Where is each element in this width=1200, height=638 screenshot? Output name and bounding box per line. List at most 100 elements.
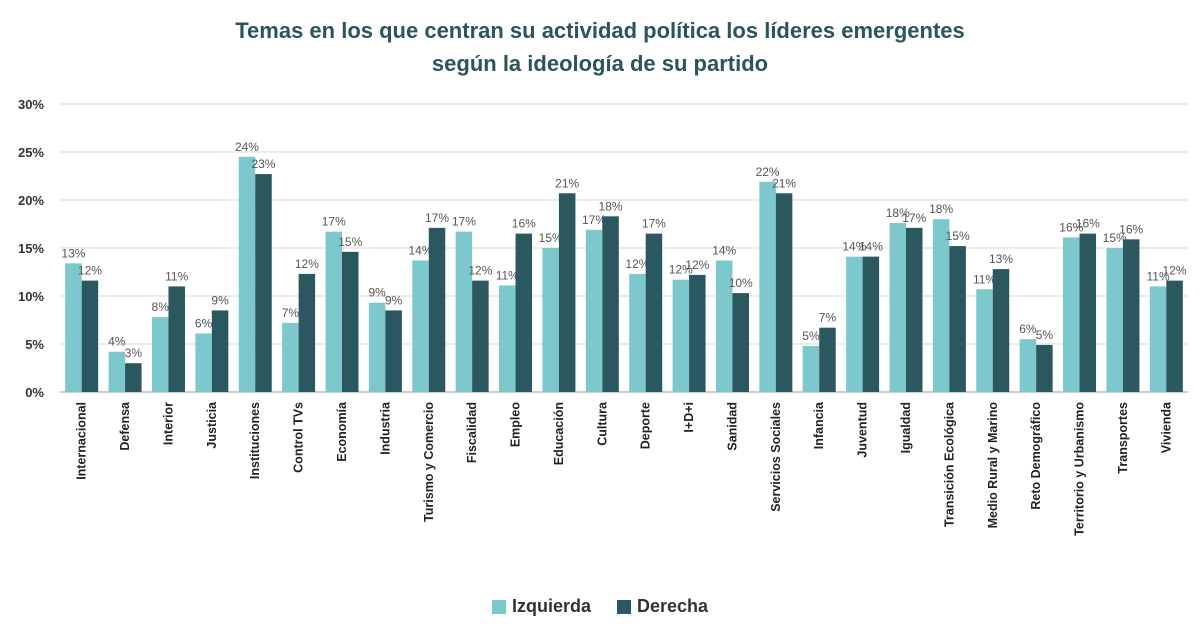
bar-derecha (81, 280, 99, 392)
x-tick-label: Medio Rural y Marino (986, 402, 1000, 529)
data-label-derecha: 11% (165, 269, 188, 283)
bar-izquierda (65, 263, 82, 392)
bar-izquierda (629, 273, 646, 392)
bar-derecha (1036, 344, 1053, 392)
x-tick-label: Transportes (1116, 402, 1130, 474)
bar-derecha (819, 327, 836, 392)
bar-izquierda (1106, 248, 1123, 392)
data-label-derecha: 9% (211, 293, 229, 307)
bar-derecha (125, 363, 142, 392)
bar-derecha (298, 273, 316, 392)
data-label-derecha: 7% (819, 311, 837, 325)
x-tick-label: Infancia (812, 401, 826, 449)
data-label-izquierda: 17% (452, 215, 476, 229)
data-label-izquierda: 22% (756, 165, 780, 179)
data-label-izquierda: 11% (1146, 269, 1169, 283)
bar-izquierda (325, 231, 342, 392)
bar-izquierda (585, 229, 603, 392)
bar-izquierda (889, 223, 906, 392)
bar-derecha (645, 233, 663, 392)
data-label-derecha: 16% (1119, 222, 1143, 236)
x-tick-label: Fiscalidad (465, 402, 479, 463)
x-tick-label: Reto Demográfico (1029, 402, 1043, 510)
y-tick-label: 10% (18, 289, 44, 304)
data-label-izquierda: 18% (929, 202, 953, 216)
x-tick-label: Transición Ecológica (942, 401, 956, 527)
data-label-izquierda: 17% (322, 215, 346, 229)
x-tick-label: Instituciones (248, 402, 262, 479)
data-label-derecha: 12% (468, 264, 492, 278)
x-tick-label: Defensa (118, 401, 132, 451)
data-label-derecha: 15% (946, 229, 970, 243)
bar-derecha (602, 216, 619, 392)
data-label-derecha: 21% (772, 176, 796, 190)
bar-derecha (732, 293, 749, 392)
data-label-derecha: 21% (555, 176, 579, 190)
data-label-derecha: 17% (902, 211, 926, 225)
bar-izquierda (1149, 286, 1167, 392)
bar-izquierda (542, 248, 559, 392)
data-label-izquierda: 9% (368, 286, 386, 300)
bar-derecha (1122, 239, 1140, 392)
data-label-derecha: 12% (295, 257, 319, 271)
x-tick-label: Control TVs (292, 402, 306, 473)
bar-izquierda (455, 231, 473, 392)
x-tick-label: Sanidad (725, 402, 739, 451)
data-label-izquierda: 11% (496, 268, 519, 282)
data-label-izquierda: 8% (152, 300, 170, 314)
bar-derecha (342, 251, 359, 392)
data-label-izquierda: 15% (1103, 231, 1127, 245)
data-label-izquierda: 14% (409, 243, 433, 257)
bar-derecha (515, 233, 533, 392)
x-tick-label: Interior (161, 402, 175, 445)
data-label-derecha: 17% (425, 211, 449, 225)
data-label-derecha: 15% (338, 235, 362, 249)
bar-izquierda (412, 260, 429, 392)
x-tick-label: Internacional (75, 402, 89, 480)
x-tick-label: Igualdad (899, 402, 913, 453)
data-label-izquierda: 24% (235, 140, 259, 154)
bar-izquierda (672, 279, 690, 392)
y-tick-label: 30% (18, 97, 44, 112)
x-tick-label: Empleo (509, 402, 523, 448)
data-label-izquierda: 14% (712, 243, 736, 257)
bar-derecha (168, 286, 185, 392)
data-label-izquierda: 5% (802, 329, 820, 343)
bar-izquierda (932, 219, 950, 392)
x-tick-label: Turismo y Comercio (422, 402, 436, 522)
x-tick-label: Territorio y Urbanismo (1073, 402, 1087, 536)
data-label-derecha: 5% (1036, 328, 1054, 342)
x-tick-label: Educación (552, 402, 566, 465)
bar-izquierda (1063, 237, 1080, 392)
x-tick-label: Justicia (205, 401, 219, 449)
bar-izquierda (282, 322, 299, 392)
bar-derecha (472, 280, 489, 392)
bar-derecha (558, 193, 576, 392)
data-label-derecha: 12% (1163, 264, 1187, 278)
data-label-derecha: 9% (385, 293, 403, 307)
data-label-izquierda: 6% (195, 316, 213, 330)
x-tick-label: Juventud (856, 402, 870, 458)
data-label-izquierda: 13% (61, 246, 85, 260)
data-label-izquierda: 15% (539, 231, 563, 245)
data-label-izquierda: 16% (1059, 220, 1083, 234)
bar-izquierda (846, 256, 863, 392)
y-tick-label: 20% (18, 193, 44, 208)
bar-derecha (689, 274, 706, 392)
bar-izquierda (1019, 339, 1037, 392)
x-tick-label: Servicios Sociales (769, 402, 783, 512)
legend-label-izquierda: Izquierda (511, 596, 591, 616)
y-tick-label: 15% (18, 241, 44, 256)
data-label-derecha: 18% (599, 199, 623, 213)
bar-izquierda (499, 285, 516, 392)
data-label-derecha: 10% (729, 276, 753, 290)
data-label-izquierda: 6% (1019, 322, 1037, 336)
bar-izquierda (759, 181, 776, 392)
data-label-izquierda: 7% (282, 306, 300, 320)
bar-derecha (992, 269, 1010, 392)
data-label-derecha: 16% (512, 217, 536, 231)
bar-izquierda (368, 302, 386, 392)
x-tick-label: Industria (378, 401, 392, 455)
data-label-izquierda: 11% (973, 272, 996, 286)
data-label-izquierda: 18% (886, 206, 910, 220)
